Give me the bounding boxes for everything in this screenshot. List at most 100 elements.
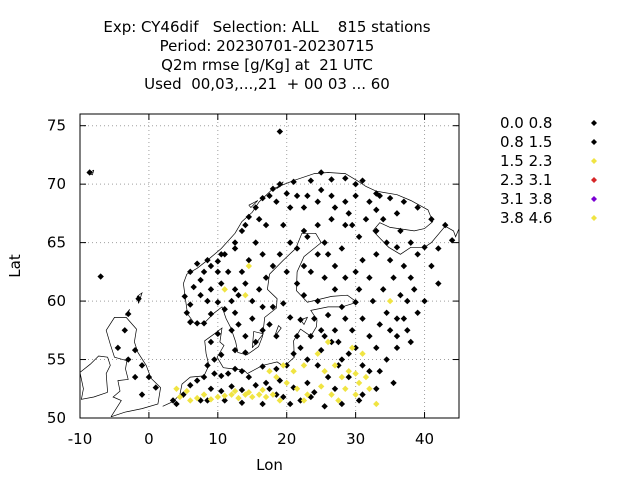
station-point	[255, 391, 263, 398]
station-point	[317, 186, 325, 194]
station-point	[390, 379, 397, 387]
station-point	[200, 373, 208, 381]
legend-marker	[591, 215, 597, 221]
station-point	[169, 397, 177, 404]
y-tick-label: 55	[47, 351, 66, 369]
station-point	[280, 300, 287, 307]
chart-title-line-2: Period: 20230701-20230715	[159, 37, 375, 55]
station-point	[293, 245, 301, 252]
station-point	[386, 194, 394, 202]
station-point	[204, 256, 211, 264]
station-point	[397, 292, 404, 299]
station-point	[342, 274, 349, 281]
station-point	[338, 373, 346, 381]
station-point	[293, 192, 301, 200]
station-point	[442, 221, 449, 229]
station-point	[393, 244, 401, 251]
y-tick-label: 70	[47, 175, 66, 193]
station-point	[183, 309, 191, 316]
station-point	[304, 356, 311, 363]
station-point	[214, 393, 222, 401]
station-point	[131, 373, 139, 381]
station-point	[269, 262, 277, 270]
station-point	[314, 251, 321, 258]
station-point	[352, 391, 359, 398]
plot-frame	[79, 113, 460, 419]
station-point	[231, 309, 239, 316]
station-point	[324, 311, 332, 319]
data-points	[86, 128, 456, 410]
station-point	[335, 362, 342, 369]
station-point	[86, 169, 93, 176]
station-point	[373, 344, 380, 352]
station-point	[259, 303, 266, 311]
station-point	[286, 239, 294, 246]
station-point	[407, 239, 414, 246]
station-point	[324, 338, 332, 346]
station-point	[121, 327, 128, 334]
station-point	[221, 392, 228, 399]
station-point	[317, 383, 325, 390]
station-point	[255, 216, 263, 223]
station-point	[211, 370, 218, 377]
station-point	[331, 262, 339, 270]
station-point	[414, 251, 421, 258]
station-point	[276, 397, 284, 404]
station-point	[286, 204, 294, 211]
station-point	[193, 320, 201, 327]
station-point	[373, 251, 380, 258]
station-point	[214, 330, 222, 338]
station-point	[373, 190, 380, 197]
station-point	[221, 251, 228, 258]
station-point	[293, 385, 301, 392]
station-point	[362, 373, 370, 381]
station-point	[404, 297, 411, 305]
station-point	[193, 394, 201, 402]
station-point	[386, 297, 394, 305]
station-point	[338, 400, 346, 408]
station-point	[321, 403, 328, 410]
x-tick-label: 10	[208, 430, 227, 448]
station-point	[307, 268, 315, 276]
station-point	[297, 316, 304, 323]
legend-marker	[591, 177, 597, 183]
station-point	[338, 245, 346, 252]
station-point	[187, 318, 194, 326]
station-point	[259, 327, 266, 334]
station-point	[228, 297, 235, 305]
station-point	[259, 194, 266, 202]
station-point	[366, 274, 373, 281]
station-point	[269, 185, 277, 193]
station-point	[383, 239, 390, 246]
station-point	[386, 327, 394, 334]
station-point	[300, 204, 308, 211]
station-point	[321, 368, 328, 375]
station-point	[314, 221, 321, 229]
station-point	[331, 362, 339, 369]
station-point	[231, 346, 239, 354]
station-point	[304, 233, 311, 240]
station-point	[366, 385, 373, 392]
legend-marker	[591, 139, 597, 145]
chart-title-line-1: Exp: CY46dif Selection: ALL 815 stations	[103, 18, 431, 36]
station-point	[373, 400, 380, 408]
station-point	[259, 363, 266, 370]
station-point	[207, 338, 215, 346]
station-point	[280, 362, 287, 369]
station-point	[224, 268, 232, 276]
station-point	[411, 286, 418, 293]
station-point	[304, 192, 311, 200]
x-axis-title: Lon	[256, 456, 283, 474]
station-point	[311, 389, 318, 396]
station-point	[252, 239, 259, 246]
station-point	[249, 393, 256, 401]
station-point	[231, 365, 239, 373]
station-point	[245, 213, 253, 221]
station-point	[414, 204, 421, 211]
station-point	[235, 321, 242, 328]
station-point	[314, 198, 321, 205]
station-point	[324, 373, 332, 381]
station-point	[338, 303, 346, 311]
station-point	[373, 206, 380, 214]
station-point	[324, 251, 332, 258]
